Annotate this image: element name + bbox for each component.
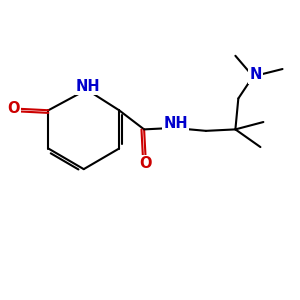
Text: NH: NH — [76, 79, 101, 94]
Text: N: N — [249, 68, 262, 82]
Text: O: O — [139, 156, 152, 171]
Text: NH: NH — [164, 116, 188, 131]
Text: O: O — [8, 101, 20, 116]
